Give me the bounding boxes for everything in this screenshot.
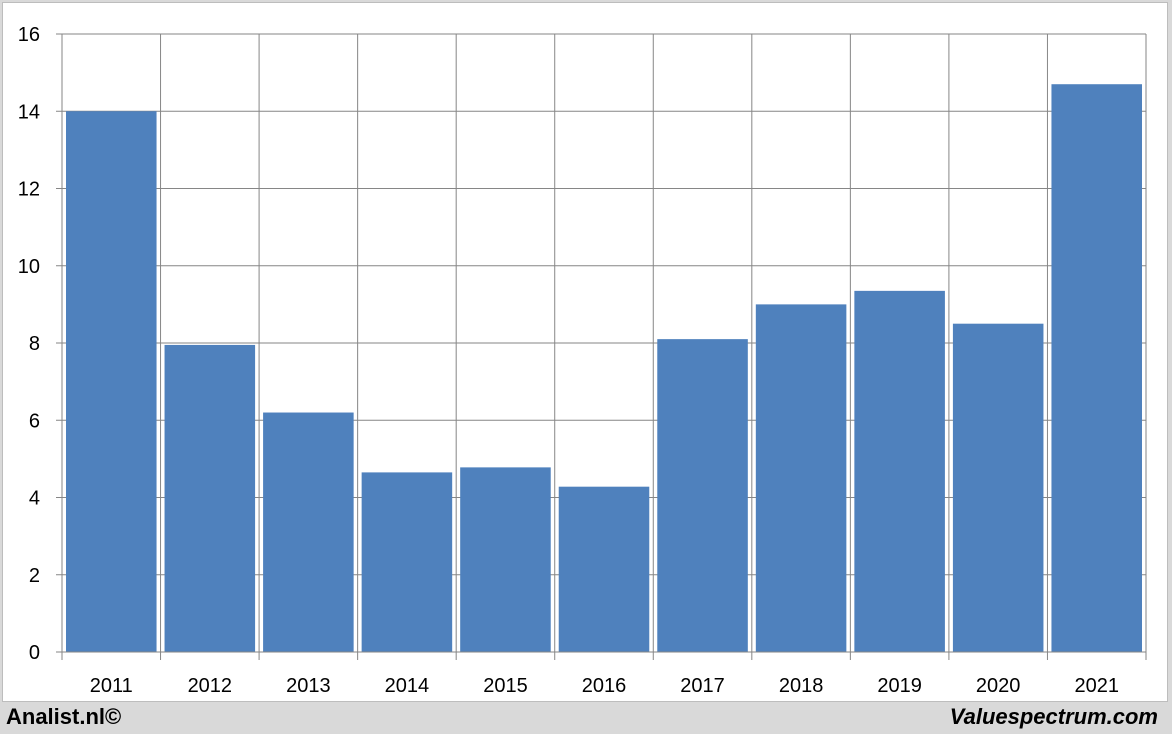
bar (952, 323, 1044, 652)
bar (1051, 84, 1142, 652)
bar (164, 344, 256, 652)
y-tick-label: 8 (29, 333, 40, 355)
footer-source-right: Valuespectrum.com (949, 704, 1158, 729)
x-tick-label: 2021 (1074, 675, 1119, 697)
bar (460, 467, 551, 652)
y-tick-label: 0 (29, 642, 40, 664)
footer-source-left: Analist.nl© (6, 704, 122, 729)
bar (66, 111, 157, 652)
x-tick-label: 2012 (188, 675, 233, 697)
y-tick-label: 14 (18, 101, 40, 123)
x-tick-label: 2018 (779, 675, 824, 697)
x-tick-label: 2011 (90, 675, 133, 697)
bar (657, 339, 748, 652)
bar (361, 472, 453, 652)
y-tick-label: 6 (29, 410, 40, 432)
x-tick-label: 2016 (582, 675, 627, 697)
bar-chart: 0 2 4 6 8 10 12 14 16 2011 2012 2013 2014 2015 2016 201… (18, 24, 1147, 697)
x-tick-label: 2014 (385, 675, 430, 697)
x-tick-label: 2017 (680, 675, 725, 697)
x-tick-label: 2019 (877, 675, 922, 697)
y-tick-label: 16 (18, 24, 40, 46)
y-tick-label: 12 (18, 179, 40, 201)
y-tick-label: 4 (29, 488, 40, 510)
bar (755, 304, 847, 652)
y-tick-label: 10 (18, 256, 40, 278)
x-tick-label: 2013 (286, 675, 331, 697)
y-tick-label: 2 (29, 565, 40, 587)
x-tick-label: 2015 (483, 675, 528, 697)
bar (263, 412, 354, 652)
bar (854, 290, 945, 652)
bar (558, 486, 650, 652)
x-tick-label: 2020 (976, 675, 1021, 697)
